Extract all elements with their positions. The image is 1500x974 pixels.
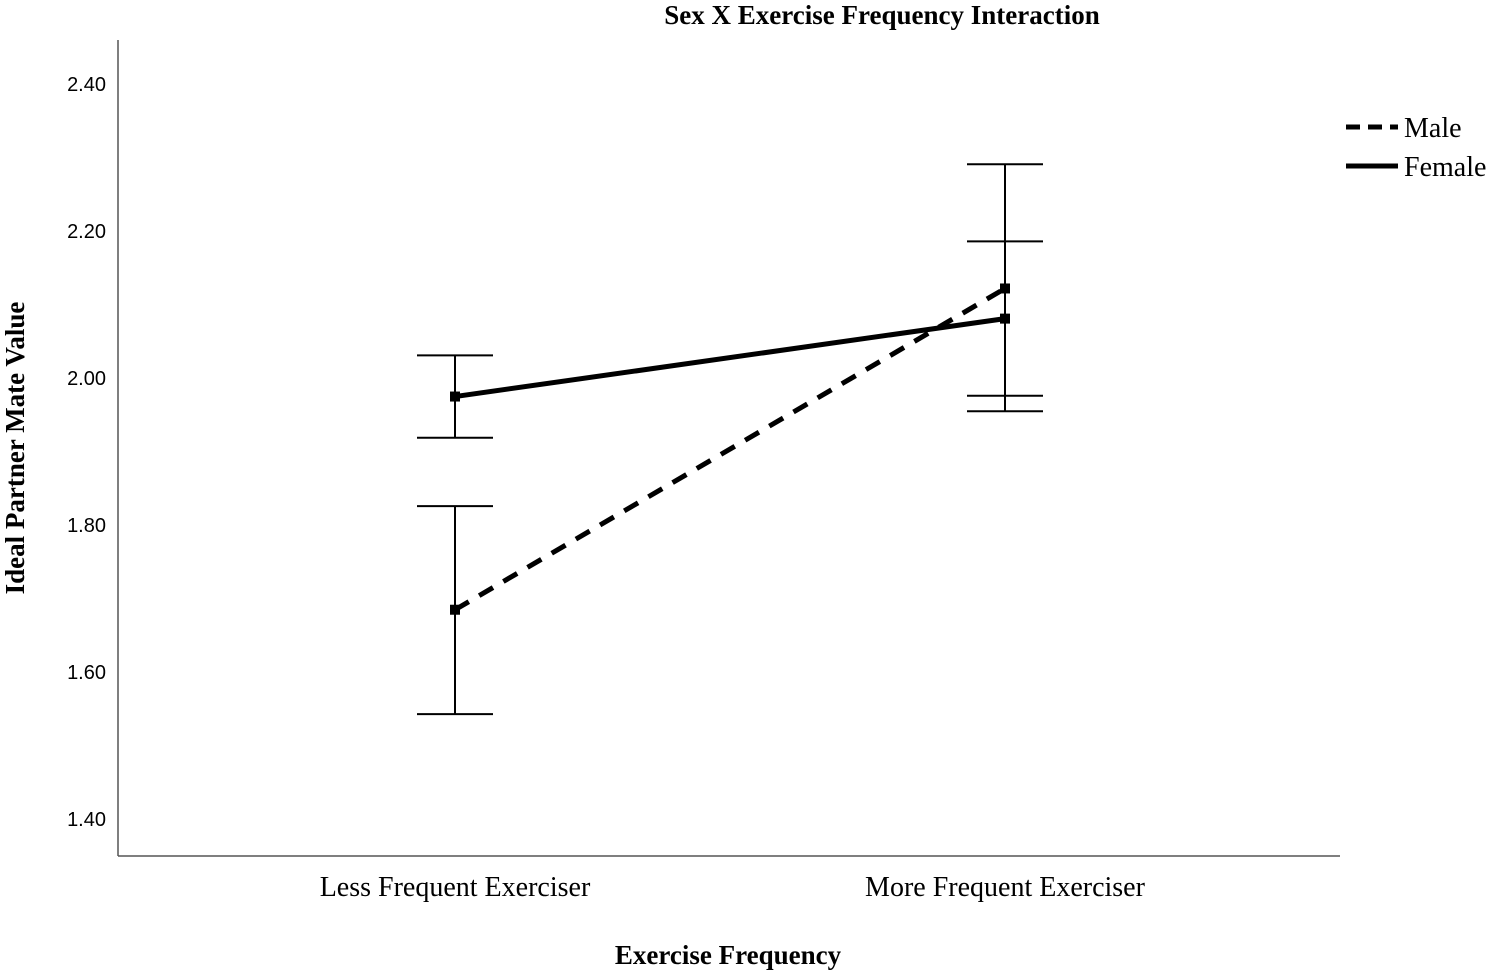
y-tick-label: 1.40 [67,809,106,831]
legend-label-male: Male [1404,113,1462,144]
female-data-point [1000,313,1010,324]
y-tick-label: 1.60 [67,662,106,684]
y-tick-label: 2.20 [67,221,106,243]
y-tick-label: 1.80 [67,515,106,537]
male-series-line [453,286,1007,612]
y-tick-label: 2.40 [67,74,106,96]
chart-title: Sex X Exercise Frequency Interaction [664,0,1099,30]
x-axis-label: Exercise Frequency [615,940,842,970]
x-tick-label: Less Frequent Exerciser [320,872,591,903]
legend: Male Female [1346,113,1486,183]
male-data-point [450,604,460,615]
female-data-point [450,391,460,402]
female-series-line [454,316,1006,400]
y-axis-label: Ideal Partner Mate Value [0,302,30,595]
y-tick-label: 2.00 [67,368,106,390]
x-tick-label: More Frequent Exerciser [865,872,1146,903]
legend-label-female: Female [1404,152,1486,183]
